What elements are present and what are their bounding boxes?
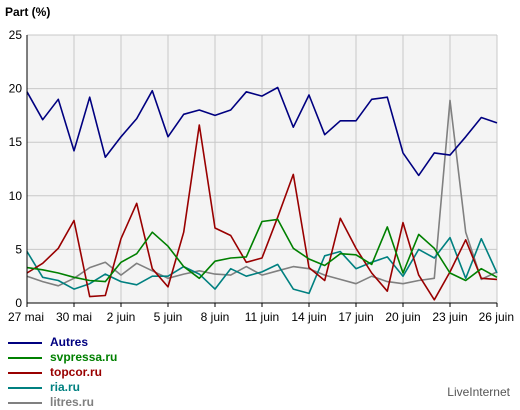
- legend-item: ria.ru: [8, 380, 117, 395]
- y-tick-label: 20: [9, 82, 23, 96]
- legend-swatch: [8, 401, 42, 404]
- series-line-svpressa-ru: [26, 218, 498, 283]
- y-tick-label: 25: [9, 28, 23, 42]
- series-lines: [26, 86, 498, 301]
- line-chart: Part (%) 0 5 10 15 20 25 27 mai 30 mai 2 juin 5 …: [5, 5, 514, 324]
- x-tick-label: 27 mai: [8, 310, 44, 324]
- legend-swatch: [8, 371, 42, 374]
- x-tick-label: 14 juin: [291, 310, 326, 324]
- x-tick-label: 23 juin: [432, 310, 467, 324]
- series-line-autres: [26, 86, 498, 177]
- x-tick-label: 30 mai: [56, 310, 92, 324]
- legend-label: Autres: [50, 335, 89, 349]
- legend-item: topcor.ru: [8, 365, 117, 380]
- legend-swatch: [8, 386, 42, 389]
- legend-label: svpressa.ru: [50, 350, 118, 364]
- legend-item: svpressa.ru: [8, 350, 117, 365]
- legend-label: topcor.ru: [50, 365, 103, 379]
- y-tick-label: 5: [15, 242, 22, 256]
- series-line-topcor-ru: [26, 124, 498, 301]
- y-tick-labels: 0 5 10 15 20 25: [9, 28, 23, 310]
- x-tick-label: 8 juin: [201, 310, 230, 324]
- legend-swatch: [8, 356, 42, 359]
- legend-swatch: [8, 341, 42, 344]
- legend-item: litres.ru: [8, 395, 117, 410]
- y-axis-label: Part (%): [5, 5, 50, 19]
- legend-label: ria.ru: [50, 380, 81, 394]
- legend-label: litres.ru: [50, 395, 95, 409]
- x-tick-label: 17 juin: [338, 310, 373, 324]
- watermark: LiveInternet: [447, 385, 510, 399]
- series-line-ria-ru: [26, 236, 498, 295]
- x-tick-label: 11 juin: [245, 310, 279, 324]
- x-tick-label: 20 juin: [385, 310, 420, 324]
- y-tick-label: 0: [15, 296, 22, 310]
- y-tick-label: 10: [9, 189, 23, 203]
- x-tick-label: 5 juin: [154, 310, 183, 324]
- y-tick-label: 15: [9, 135, 23, 149]
- legend: Autres svpressa.ru topcor.ru ria.ru litres.r…: [8, 335, 117, 410]
- x-tick-labels: 27 mai 30 mai 2 juin 5 juin 8 juin 11 juin 14 …: [8, 310, 514, 324]
- axes: [26, 35, 498, 307]
- x-tick-label: 26 juin: [479, 310, 514, 324]
- x-tick-label: 2 juin: [107, 310, 136, 324]
- legend-item: Autres: [8, 335, 117, 350]
- series-line-litres-ru: [26, 99, 498, 287]
